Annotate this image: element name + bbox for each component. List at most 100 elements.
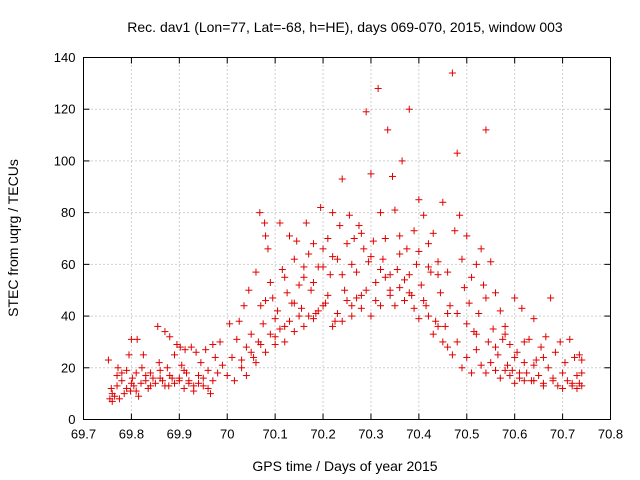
- x-tick-label: 70.2: [310, 427, 335, 442]
- data-point: [226, 320, 234, 328]
- data-point: [492, 343, 500, 351]
- data-point: [348, 260, 356, 268]
- data-point: [511, 294, 519, 302]
- data-point: [256, 209, 264, 217]
- data-point: [309, 315, 317, 323]
- data-point: [513, 348, 521, 356]
- data-point: [393, 266, 401, 274]
- data-point: [492, 366, 500, 374]
- data-point: [194, 379, 202, 387]
- data-point: [199, 374, 207, 382]
- data-point: [171, 379, 179, 387]
- data-point: [290, 255, 298, 263]
- data-point: [417, 281, 425, 289]
- data-point: [405, 289, 413, 297]
- data-point: [216, 338, 224, 346]
- data-point: [329, 322, 337, 330]
- data-point: [424, 312, 432, 320]
- data-point: [137, 379, 145, 387]
- data-point: [568, 379, 576, 387]
- data-point: [487, 258, 495, 266]
- data-point: [377, 302, 385, 310]
- data-point: [439, 338, 447, 346]
- data-point: [472, 330, 480, 338]
- data-point: [420, 211, 428, 219]
- data-point: [276, 325, 284, 333]
- data-point: [123, 384, 131, 392]
- data-point: [506, 372, 514, 380]
- data-point: [396, 284, 404, 292]
- data-point: [441, 322, 449, 330]
- data-point: [460, 284, 468, 292]
- data-point: [235, 317, 243, 325]
- data-point: [317, 203, 325, 211]
- data-point: [456, 211, 464, 219]
- data-point: [451, 227, 459, 235]
- data-point: [362, 108, 370, 116]
- data-point: [319, 302, 327, 310]
- data-point: [386, 291, 394, 299]
- data-point: [128, 374, 136, 382]
- data-point: [398, 157, 406, 165]
- data-point: [262, 232, 270, 240]
- data-point: [115, 395, 123, 403]
- data-point: [575, 351, 583, 359]
- data-point: [539, 382, 547, 390]
- data-point: [403, 245, 411, 253]
- data-point: [410, 304, 418, 312]
- data-point: [233, 335, 241, 343]
- data-point: [108, 397, 116, 405]
- data-point: [175, 374, 183, 382]
- data-point: [271, 315, 279, 323]
- data-point: [300, 322, 308, 330]
- data-point: [520, 338, 528, 346]
- data-point: [132, 369, 140, 377]
- data-point: [482, 294, 490, 302]
- x-axis-ticks: 69.7 69.8 69.9 70 70.1 70.2 70.3 70.4 70.5 70.6 70…: [71, 57, 623, 442]
- data-point: [238, 356, 246, 364]
- x-tick-label: 70.3: [358, 427, 383, 442]
- data-point: [453, 338, 461, 346]
- data-point: [276, 219, 284, 227]
- data-point: [357, 304, 365, 312]
- data-point: [489, 325, 497, 333]
- data-point: [578, 382, 586, 390]
- data-point: [530, 377, 538, 385]
- data-point: [379, 255, 387, 263]
- data-point: [563, 377, 571, 385]
- data-point: [494, 351, 502, 359]
- data-point: [415, 247, 423, 255]
- data-point: [503, 361, 511, 369]
- data-point: [180, 366, 188, 374]
- data-point: [161, 328, 169, 336]
- data-point: [209, 377, 217, 385]
- data-point: [329, 253, 337, 261]
- data-point: [472, 346, 480, 354]
- data-point: [309, 240, 317, 248]
- data-point: [314, 307, 322, 315]
- data-point: [542, 333, 550, 341]
- data-point: [163, 364, 171, 372]
- data-point: [554, 382, 562, 390]
- data-point: [319, 245, 327, 253]
- data-point: [400, 297, 408, 305]
- data-point: [424, 240, 432, 248]
- data-point: [151, 379, 159, 387]
- data-point: [264, 245, 272, 253]
- x-tick-label: 70.5: [454, 427, 479, 442]
- data-point: [266, 330, 274, 338]
- x-tick-label: 70.7: [550, 427, 575, 442]
- data-point: [444, 309, 452, 317]
- data-point: [353, 268, 361, 276]
- data-point: [571, 353, 579, 361]
- data-point: [108, 390, 116, 398]
- data-point: [559, 384, 567, 392]
- data-point: [556, 338, 564, 346]
- data-point: [338, 175, 346, 183]
- data-point: [305, 312, 313, 320]
- data-point: [204, 384, 212, 392]
- data-point: [178, 361, 186, 369]
- data-point: [511, 379, 519, 387]
- data-point: [520, 377, 528, 385]
- data-point: [484, 338, 492, 346]
